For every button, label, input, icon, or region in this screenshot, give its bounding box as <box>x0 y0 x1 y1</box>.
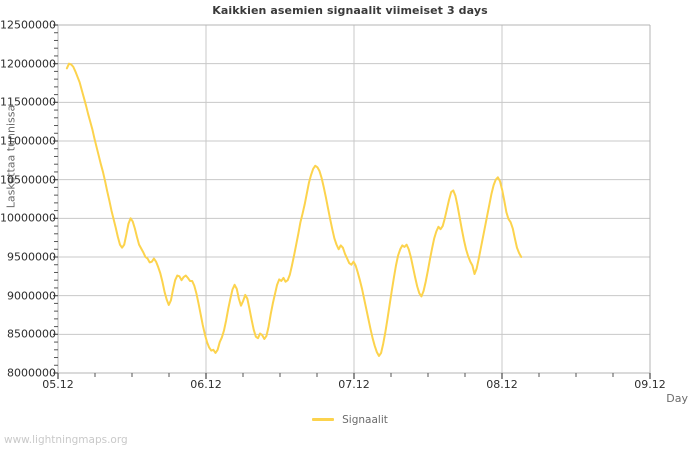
y-axis-tick-label: 9500000 <box>7 250 56 264</box>
y-axis-tick-label: 12500000 <box>0 18 56 32</box>
y-axis-tick-label: 10500000 <box>0 173 56 187</box>
y-axis-tick-label: 8500000 <box>7 327 56 341</box>
y-axis-tick-label: 10000000 <box>0 211 56 225</box>
y-axis-tick-label: 12000000 <box>0 57 56 71</box>
x-axis-tick-label: 08.12 <box>486 378 518 391</box>
legend-item-label: Signaalit <box>342 413 388 426</box>
y-axis-tick-labels: 8000000 8500000 9000000 9500000 10000000 1050… <box>0 0 56 450</box>
y-axis-tick-label: 9000000 <box>7 289 56 303</box>
chart-legend: Signaalit <box>0 412 700 426</box>
x-axis-tick-label: 07.12 <box>338 378 370 391</box>
x-axis-tick-label: 06.12 <box>190 378 222 391</box>
watermark-text: www.lightningmaps.org <box>4 434 128 446</box>
x-axis-tick-label: 05.12 <box>42 378 74 391</box>
legend-item-signaalit[interactable]: Signaalit <box>312 414 388 426</box>
page-title: Kaikkien asemien signaalit viimeiset 3 d… <box>212 4 488 17</box>
x-axis-title: Day <box>666 392 688 405</box>
legend-color-swatch <box>312 418 335 421</box>
y-axis-tick-label: 11000000 <box>0 134 56 148</box>
x-axis-tick-label: 09.12 <box>634 378 666 391</box>
data-series-line-0 <box>65 62 523 357</box>
y-axis-tick-label: 11500000 <box>0 95 56 109</box>
y-axis-tick-label: 8000000 <box>7 366 56 380</box>
